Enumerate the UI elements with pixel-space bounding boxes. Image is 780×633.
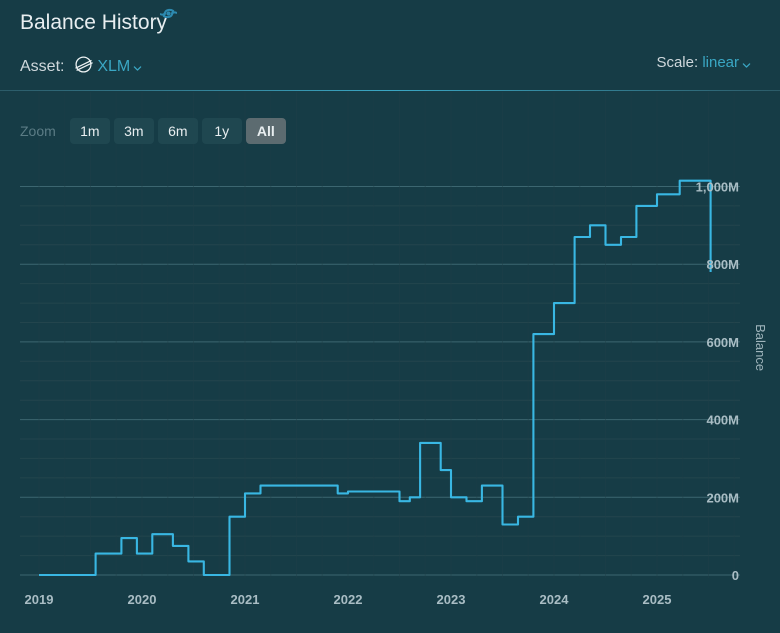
- svg-text:200M: 200M: [706, 490, 739, 505]
- svg-text:0: 0: [732, 568, 739, 583]
- svg-text:2024: 2024: [540, 592, 570, 607]
- svg-text:2019: 2019: [25, 592, 54, 607]
- svg-text:600M: 600M: [706, 335, 739, 350]
- svg-text:800M: 800M: [706, 257, 739, 272]
- svg-text:Balance: Balance: [753, 324, 768, 371]
- svg-text:2020: 2020: [128, 592, 157, 607]
- svg-text:2023: 2023: [437, 592, 466, 607]
- svg-text:2021: 2021: [231, 592, 260, 607]
- svg-text:2022: 2022: [334, 592, 363, 607]
- svg-text:2025: 2025: [643, 592, 672, 607]
- svg-text:400M: 400M: [706, 413, 739, 428]
- svg-text:1,000M: 1,000M: [696, 180, 739, 195]
